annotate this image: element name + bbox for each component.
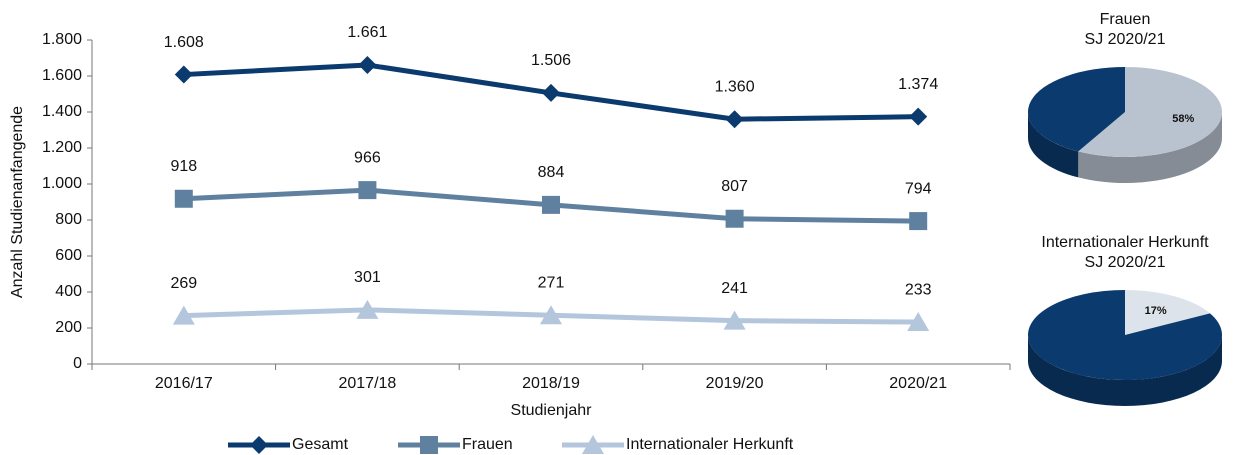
marker xyxy=(420,436,438,454)
y-tick-label: 400 xyxy=(55,283,82,300)
marker xyxy=(358,56,377,75)
data-label: 233 xyxy=(905,281,932,298)
pie-side xyxy=(1028,335,1222,406)
pie-title: SJ 2020/21 xyxy=(1085,31,1166,48)
marker xyxy=(723,310,746,330)
y-tick-label: 200 xyxy=(55,319,82,336)
y-tick-label: 1.200 xyxy=(42,139,82,156)
data-label: 271 xyxy=(538,274,565,291)
x-tick-label: 2016/17 xyxy=(155,375,213,392)
marker xyxy=(174,189,193,208)
marker xyxy=(909,212,928,231)
x-tick-label: 2018/19 xyxy=(522,375,580,392)
legend-label: Gesamt xyxy=(292,436,349,453)
marker xyxy=(172,305,195,325)
y-tick-label: 0 xyxy=(73,355,82,372)
y-tick-label: 1.600 xyxy=(42,67,82,84)
data-label: 1.374 xyxy=(898,76,938,93)
marker xyxy=(356,299,379,319)
data-label: 794 xyxy=(905,180,932,197)
data-label: 301 xyxy=(354,269,381,286)
legend-label: Internationaler Herkunft xyxy=(626,436,794,453)
data-label: 1.360 xyxy=(715,78,755,95)
marker xyxy=(542,195,560,214)
data-label: 269 xyxy=(170,275,197,292)
y-axis-title: Anzahl Studienanfangende xyxy=(9,106,26,298)
marker xyxy=(174,65,193,84)
pie-slice xyxy=(1078,67,1223,158)
pie-slice xyxy=(1125,290,1211,335)
marker xyxy=(725,209,744,228)
pie-label: 58% xyxy=(1172,113,1194,125)
y-tick-label: 1.000 xyxy=(42,175,82,192)
pie-slice xyxy=(1028,67,1125,152)
data-label: 1.506 xyxy=(531,52,571,69)
marker xyxy=(250,436,268,454)
y-tick-label: 1.800 xyxy=(42,31,82,48)
marker xyxy=(907,312,930,332)
data-label: 884 xyxy=(538,164,565,181)
data-label: 807 xyxy=(721,178,748,195)
y-tick-label: 600 xyxy=(55,247,82,264)
pie-label: 17% xyxy=(1145,305,1167,317)
pie-title: Frauen xyxy=(1100,11,1151,28)
y-tick-label: 800 xyxy=(55,211,82,228)
data-label: 241 xyxy=(721,280,748,297)
pie-side xyxy=(1078,112,1222,183)
marker xyxy=(358,181,377,200)
marker xyxy=(542,83,560,102)
pie-side xyxy=(1028,112,1079,178)
legend-label: Frauen xyxy=(462,436,513,453)
marker xyxy=(725,110,744,129)
marker xyxy=(540,305,562,325)
x-axis-title: Studienjahr xyxy=(511,402,593,419)
marker xyxy=(909,107,928,126)
data-label: 918 xyxy=(170,158,197,175)
data-label: 966 xyxy=(354,149,381,166)
pie-title: Internationaler Herkunft xyxy=(1041,234,1209,251)
data-label: 1.661 xyxy=(347,24,387,41)
pie-title: SJ 2020/21 xyxy=(1085,254,1166,271)
x-tick-label: 2019/20 xyxy=(706,375,764,392)
pie-slice xyxy=(1027,290,1222,380)
x-tick-label: 2017/18 xyxy=(338,375,396,392)
data-label: 1.608 xyxy=(164,34,204,51)
x-tick-label: 2020/21 xyxy=(889,375,947,392)
marker xyxy=(582,435,604,454)
y-tick-label: 1.400 xyxy=(42,103,82,120)
